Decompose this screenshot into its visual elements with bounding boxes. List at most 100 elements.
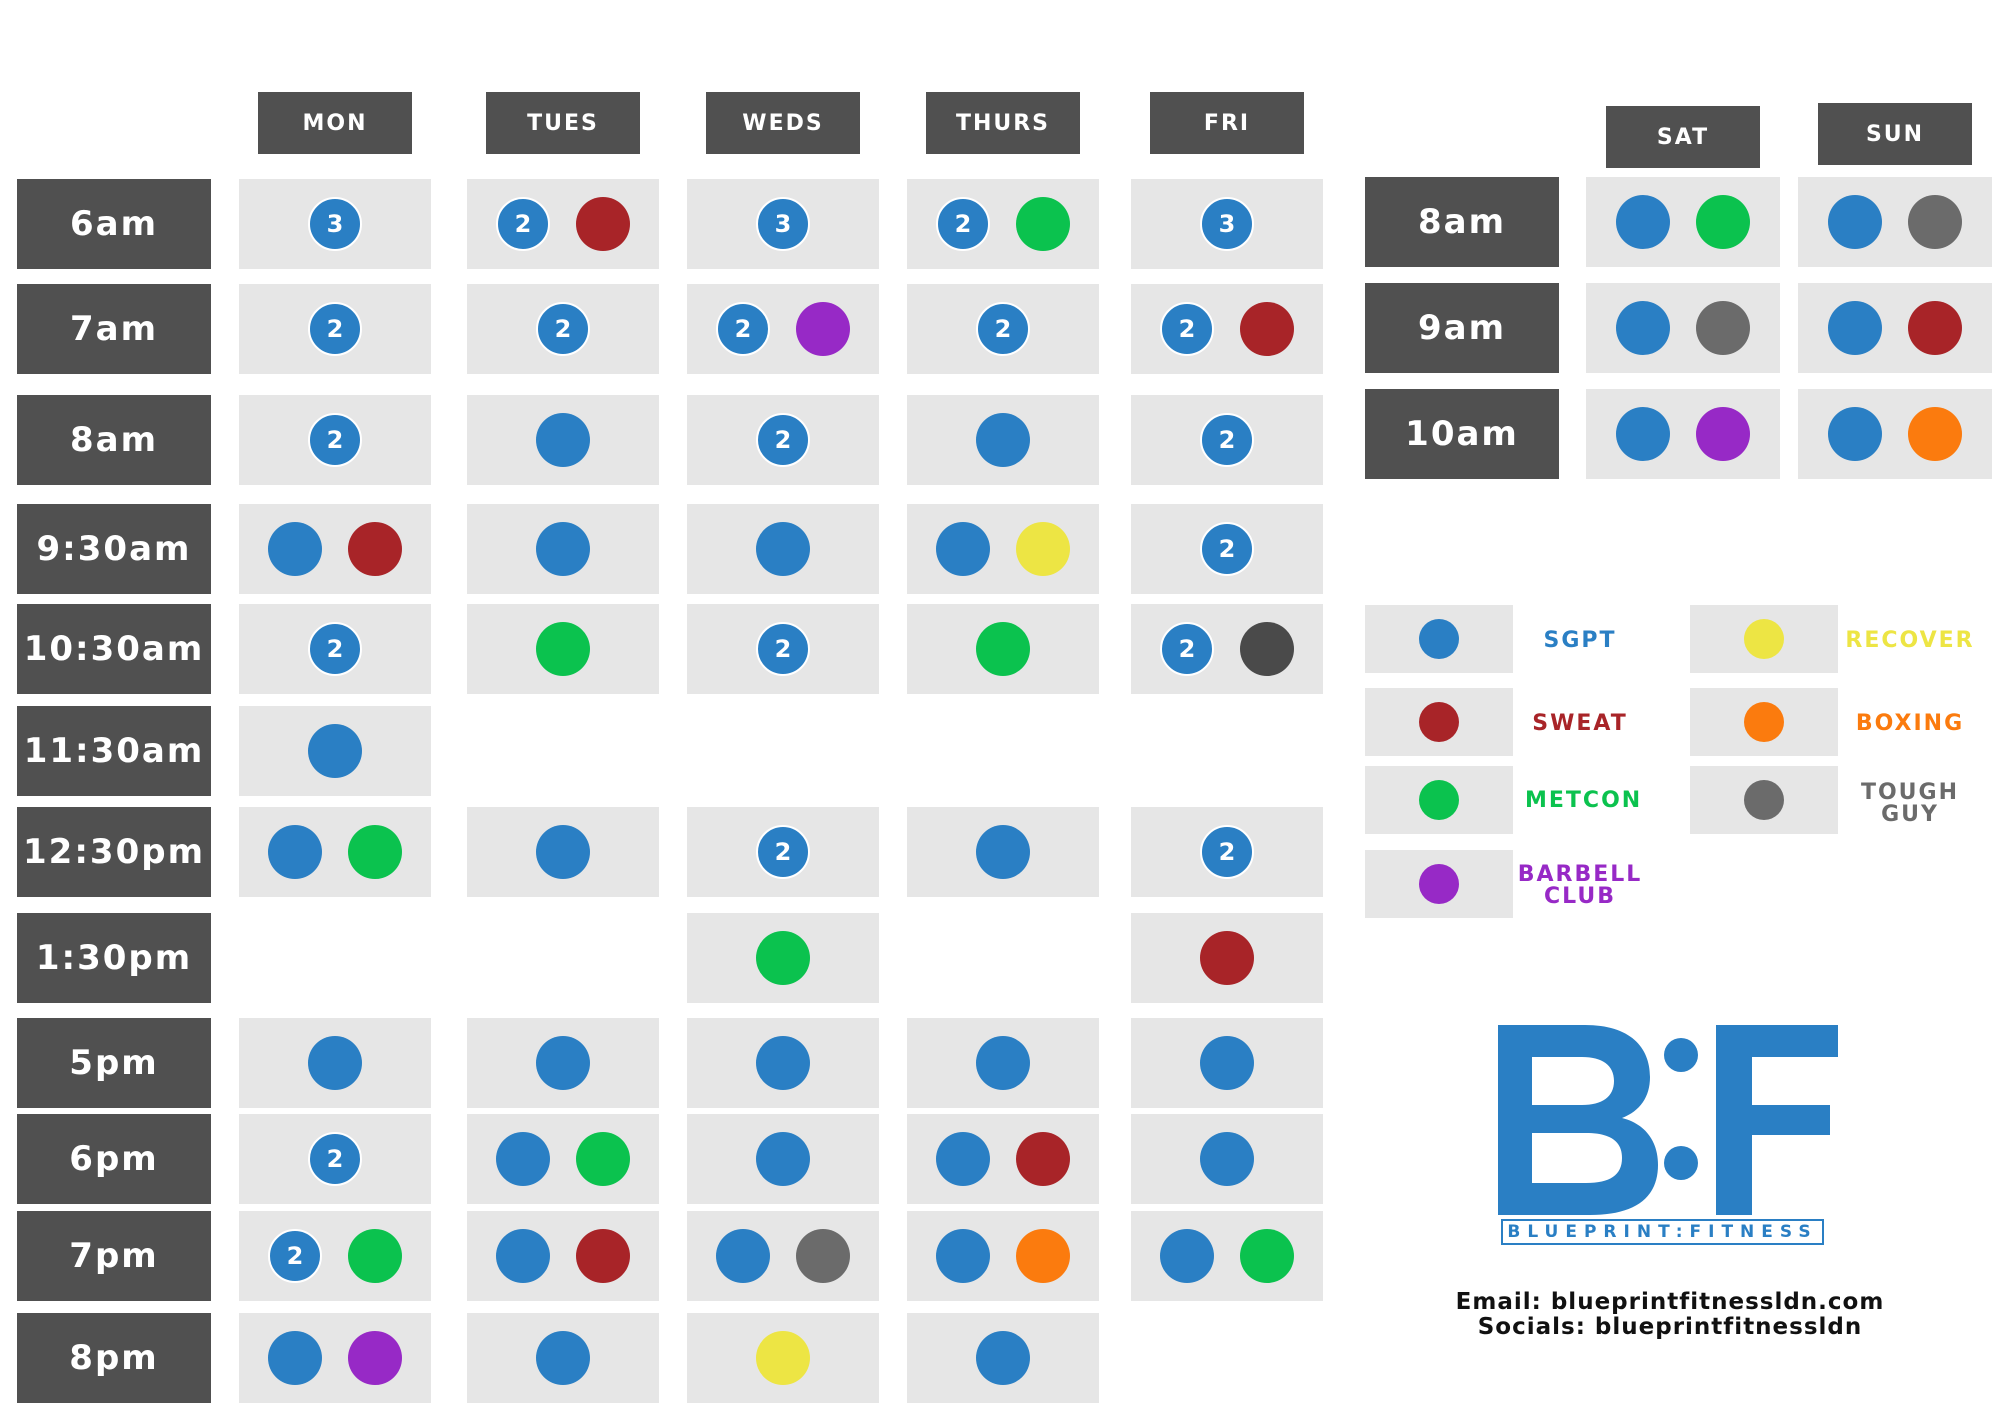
sweat-class-dot[interactable] bbox=[1908, 301, 1962, 355]
sgpt-class-dot[interactable] bbox=[268, 522, 322, 576]
sgpt-class-dot[interactable] bbox=[936, 522, 990, 576]
sweat-class-dot[interactable] bbox=[1240, 302, 1294, 356]
sgpt-class-dot[interactable] bbox=[1200, 1036, 1254, 1090]
sgpt-class-dot[interactable] bbox=[756, 1036, 810, 1090]
tough-class-dot[interactable] bbox=[1240, 622, 1294, 676]
recover-class-dot[interactable] bbox=[756, 1331, 810, 1385]
sgpt-class-dot[interactable] bbox=[976, 1331, 1030, 1385]
metcon-class-dot[interactable] bbox=[348, 1229, 402, 1283]
class-slot: 2 bbox=[687, 604, 879, 694]
sgpt-class-dot[interactable] bbox=[1200, 1132, 1254, 1186]
sgpt-class-dot[interactable] bbox=[716, 1229, 770, 1283]
boxing-class-dot[interactable] bbox=[1908, 407, 1962, 461]
sgpt-class-dot[interactable]: 2 bbox=[976, 302, 1030, 356]
sweat-class-dot[interactable] bbox=[348, 522, 402, 576]
sgpt-class-dot[interactable]: 2 bbox=[1160, 302, 1214, 356]
class-slot bbox=[907, 1211, 1099, 1301]
sgpt-class-dot[interactable]: 2 bbox=[308, 1132, 362, 1186]
capacity-number: 2 bbox=[1218, 535, 1236, 563]
metcon-class-dot[interactable] bbox=[1016, 197, 1070, 251]
sgpt-class-dot[interactable]: 2 bbox=[936, 197, 990, 251]
boxing-class-dot[interactable] bbox=[1016, 1229, 1070, 1283]
class-slot bbox=[1131, 1018, 1323, 1108]
sgpt-class-dot[interactable] bbox=[268, 825, 322, 879]
class-slot bbox=[239, 1313, 431, 1403]
sgpt-class-dot[interactable]: 3 bbox=[756, 197, 810, 251]
tough-class-dot[interactable] bbox=[1908, 195, 1962, 249]
sweat-class-dot[interactable] bbox=[576, 197, 630, 251]
sgpt-class-dot[interactable] bbox=[536, 522, 590, 576]
sgpt-class-dot[interactable] bbox=[308, 1036, 362, 1090]
sgpt-class-dot[interactable]: 2 bbox=[756, 825, 810, 879]
sgpt-class-dot[interactable] bbox=[496, 1132, 550, 1186]
legend-label-boxing: BOXING bbox=[1855, 711, 1965, 736]
tough-class-dot[interactable] bbox=[1696, 301, 1750, 355]
class-slot: 2 bbox=[467, 284, 659, 374]
sgpt-class-dot[interactable] bbox=[936, 1132, 990, 1186]
sweat-class-dot[interactable] bbox=[1200, 931, 1254, 985]
sgpt-class-dot[interactable]: 2 bbox=[756, 622, 810, 676]
sgpt-class-dot[interactable]: 2 bbox=[268, 1229, 322, 1283]
sgpt-class-dot[interactable]: 2 bbox=[756, 413, 810, 467]
sgpt-class-dot[interactable] bbox=[1616, 407, 1670, 461]
class-slot bbox=[467, 1313, 659, 1403]
socials-line: Socials: blueprintfitnessldn bbox=[1477, 1314, 1863, 1340]
metcon-class-dot[interactable] bbox=[1240, 1229, 1294, 1283]
sgpt-class-dot[interactable] bbox=[268, 1331, 322, 1385]
class-slot bbox=[467, 604, 659, 694]
sgpt-class-dot[interactable]: 2 bbox=[308, 622, 362, 676]
metcon-class-dot[interactable] bbox=[576, 1132, 630, 1186]
sgpt-class-dot[interactable]: 2 bbox=[1200, 825, 1254, 879]
sgpt-class-dot[interactable] bbox=[536, 1331, 590, 1385]
sgpt-class-dot[interactable]: 2 bbox=[308, 413, 362, 467]
tough-class-dot[interactable] bbox=[796, 1229, 850, 1283]
class-slot bbox=[907, 1114, 1099, 1204]
sgpt-class-dot[interactable] bbox=[1616, 301, 1670, 355]
sgpt-class-dot[interactable]: 3 bbox=[308, 197, 362, 251]
sgpt-class-dot[interactable] bbox=[1828, 301, 1882, 355]
sgpt-class-dot[interactable] bbox=[756, 1132, 810, 1186]
tough-legend-dot bbox=[1744, 780, 1784, 820]
sgpt-class-dot[interactable] bbox=[936, 1229, 990, 1283]
sgpt-class-dot[interactable]: 3 bbox=[1200, 197, 1254, 251]
metcon-class-dot[interactable] bbox=[536, 622, 590, 676]
sgpt-class-dot[interactable]: 2 bbox=[496, 197, 550, 251]
barbell-class-dot[interactable] bbox=[1696, 407, 1750, 461]
sgpt-class-dot[interactable]: 2 bbox=[536, 302, 590, 356]
weekend-time-label-8am: 8am bbox=[1365, 177, 1559, 267]
barbell-legend-dot bbox=[1419, 864, 1459, 904]
sgpt-class-dot[interactable] bbox=[496, 1229, 550, 1283]
sgpt-class-dot[interactable]: 2 bbox=[1200, 413, 1254, 467]
metcon-class-dot[interactable] bbox=[976, 622, 1030, 676]
class-slot bbox=[687, 913, 879, 1003]
barbell-class-dot[interactable] bbox=[348, 1331, 402, 1385]
sgpt-class-dot[interactable] bbox=[1616, 195, 1670, 249]
sgpt-class-dot[interactable]: 2 bbox=[1200, 522, 1254, 576]
sgpt-class-dot[interactable] bbox=[536, 825, 590, 879]
metcon-class-dot[interactable] bbox=[348, 825, 402, 879]
sgpt-class-dot[interactable]: 2 bbox=[308, 302, 362, 356]
sgpt-class-dot[interactable] bbox=[1160, 1229, 1214, 1283]
sweat-class-dot[interactable] bbox=[576, 1229, 630, 1283]
sgpt-class-dot[interactable]: 2 bbox=[1160, 622, 1214, 676]
sgpt-class-dot[interactable] bbox=[976, 413, 1030, 467]
sweat-class-dot[interactable] bbox=[1016, 1132, 1070, 1186]
day-header-sun: SUN bbox=[1818, 103, 1972, 165]
sgpt-class-dot[interactable] bbox=[976, 825, 1030, 879]
time-label-10-30am: 10:30am bbox=[17, 604, 211, 694]
sgpt-class-dot[interactable] bbox=[976, 1036, 1030, 1090]
sgpt-class-dot[interactable] bbox=[756, 522, 810, 576]
sgpt-class-dot[interactable]: 2 bbox=[716, 302, 770, 356]
sgpt-class-dot[interactable] bbox=[308, 724, 362, 778]
recover-class-dot[interactable] bbox=[1016, 522, 1070, 576]
class-slot: 2 bbox=[1131, 395, 1323, 485]
sgpt-class-dot[interactable] bbox=[536, 413, 590, 467]
sgpt-class-dot[interactable] bbox=[1828, 407, 1882, 461]
metcon-class-dot[interactable] bbox=[1696, 195, 1750, 249]
class-slot: 2 bbox=[239, 284, 431, 374]
sgpt-class-dot[interactable] bbox=[1828, 195, 1882, 249]
metcon-class-dot[interactable] bbox=[756, 931, 810, 985]
barbell-class-dot[interactable] bbox=[796, 302, 850, 356]
sgpt-class-dot[interactable] bbox=[536, 1036, 590, 1090]
